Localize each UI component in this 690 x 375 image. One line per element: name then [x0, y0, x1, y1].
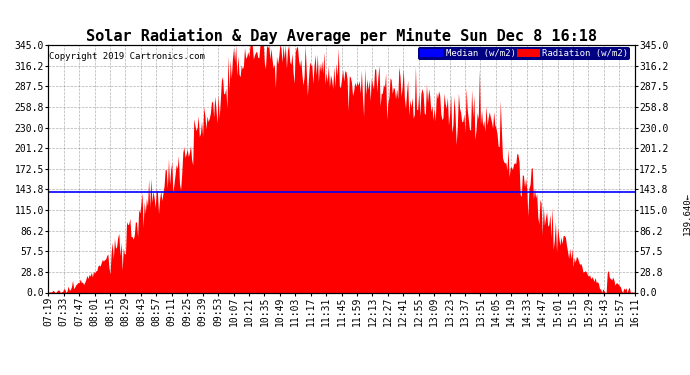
Text: Copyright 2019 Cartronics.com: Copyright 2019 Cartronics.com: [50, 53, 206, 62]
Text: 139.640←: 139.640←: [683, 192, 690, 236]
Title: Solar Radiation & Day Average per Minute Sun Dec 8 16:18: Solar Radiation & Day Average per Minute…: [86, 28, 597, 44]
Legend: Median (w/m2), Radiation (w/m2): Median (w/m2), Radiation (w/m2): [418, 47, 630, 60]
